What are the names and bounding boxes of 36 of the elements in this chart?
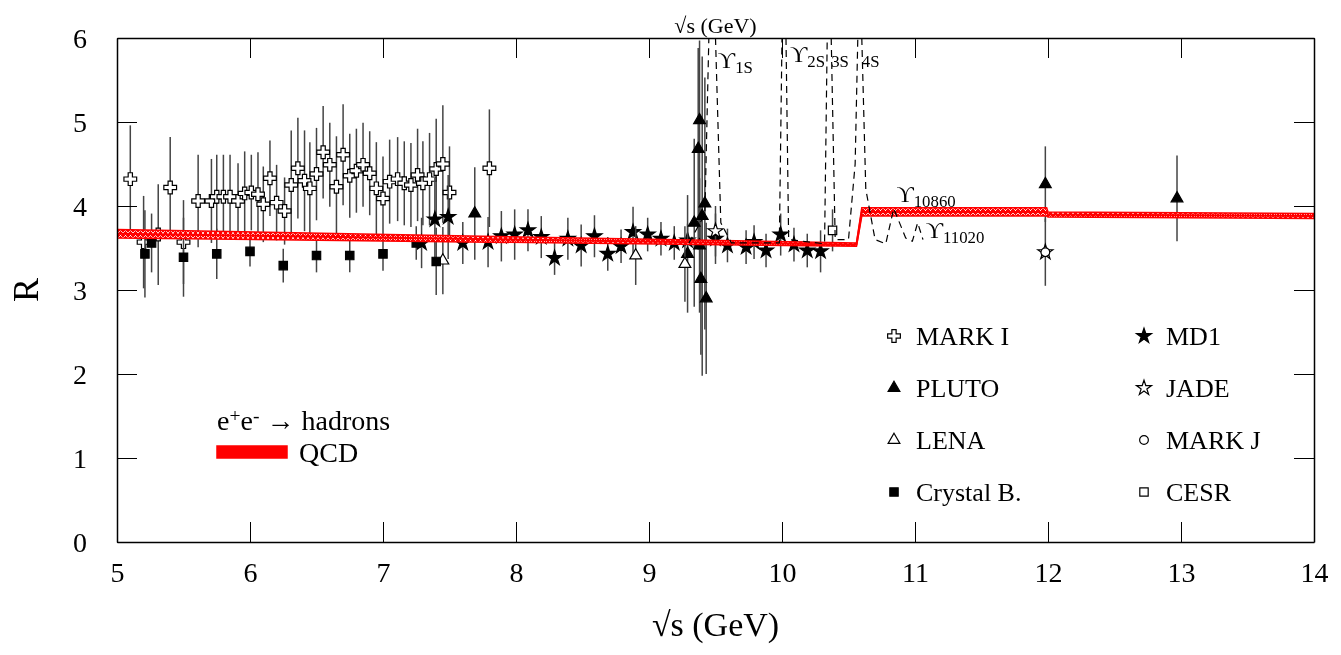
annotation: ϒ$_{10860}$ <box>896 180 956 211</box>
x-tick-label: 6 <box>243 556 258 588</box>
y-tick-label: 1 <box>73 443 87 474</box>
x-tick-label: 14 <box>1300 556 1329 588</box>
x-tick-label: 13 <box>1167 556 1196 588</box>
annotation: ϒ$_{1S}$ <box>717 47 753 78</box>
x-tick-label: 9 <box>642 556 657 588</box>
y-tick-label: 2 <box>73 359 87 390</box>
x-tick-label: 5 <box>110 556 125 588</box>
x-tick-label: 8 <box>509 556 524 588</box>
y-tick-label: 3 <box>73 275 87 306</box>
x-tick-label: 12 <box>1034 556 1063 588</box>
x-tick-label: 11 <box>902 556 929 588</box>
legend-label: CESR <box>1166 478 1232 507</box>
y-tick-label: 6 <box>73 23 87 54</box>
annotation: 4S <box>861 51 880 71</box>
y-axis-title: R <box>6 277 46 303</box>
x-tick-label: 7 <box>376 556 391 588</box>
legend-label: LENA <box>916 426 986 455</box>
y-tick-label: 5 <box>73 107 87 138</box>
annotation: ϒ$_{2S}$ <box>789 40 826 71</box>
y-tick-label: 4 <box>73 191 87 222</box>
annotation: ϒ$_{11020}$ <box>925 216 985 248</box>
legend-label: JADE <box>1166 374 1230 403</box>
legend-label: MARK I <box>916 322 1010 351</box>
legend-label: MARK J <box>1166 426 1261 455</box>
annotation: e$^{+}$e$^{-}$ → hadrons <box>217 405 391 436</box>
x-axis-title: √s (GeV) <box>651 606 780 644</box>
y-tick-label: 0 <box>73 527 87 558</box>
legend-label: Crystal B. <box>916 478 1022 507</box>
legend-label: MD1 <box>1166 322 1221 351</box>
x2-axis-title: √s (GeV) <box>674 13 757 38</box>
x-tick-label: 10 <box>768 556 797 588</box>
legend-label: QCD <box>299 437 359 468</box>
annotation: 3S <box>831 51 849 71</box>
legend-label: PLUTO <box>916 374 1000 403</box>
